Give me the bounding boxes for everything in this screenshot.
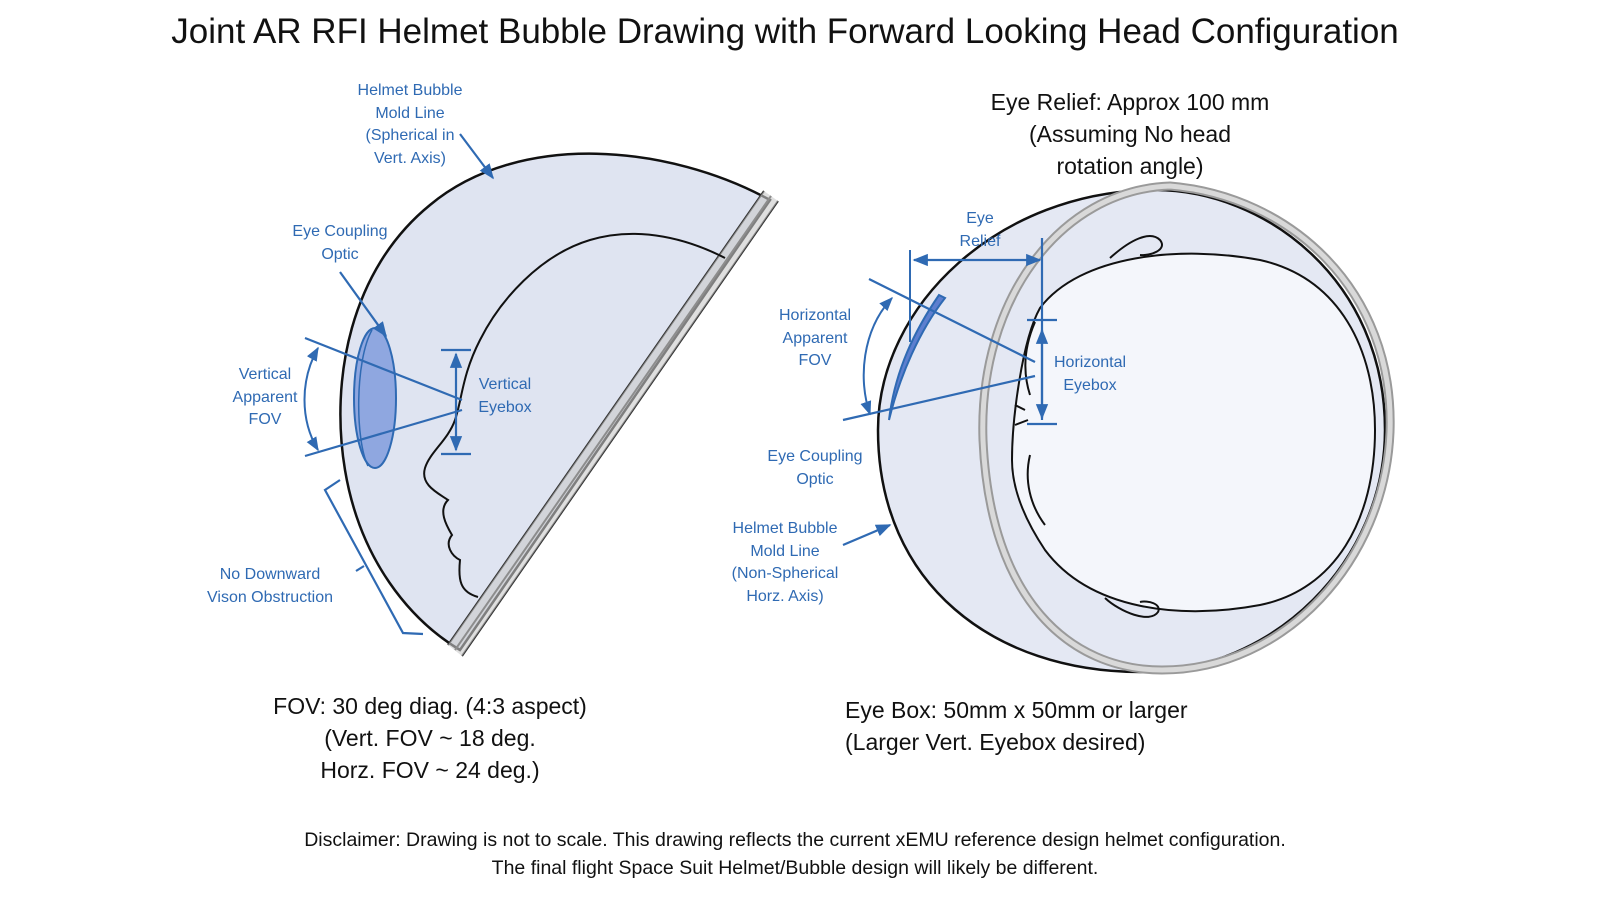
top-eye-coupling-label: Eye Coupling Optic — [767, 448, 863, 488]
top-view-drawing — [842, 181, 1395, 675]
top-eye-coupling-optic — [888, 293, 947, 421]
top-fov-ray-upper — [868, 278, 1036, 363]
page-title: Joint AR RFI Helmet Bubble Drawing with … — [171, 12, 1399, 51]
side-eye-coupling-label: Eye Coupling Optic — [292, 223, 388, 263]
top-eye-relief-dimension — [909, 250, 1042, 342]
top-eye-relief-label: Eye Relief — [959, 210, 1001, 250]
top-head-outline — [1010, 252, 1377, 613]
top-horizontal-eyebox-dimension — [1027, 238, 1057, 426]
side-view-drawing — [303, 133, 779, 657]
top-ear-lower — [1104, 597, 1160, 618]
fov-note: FOV: 30 deg diag. (4:3 aspect) (Vert. FO… — [273, 693, 587, 783]
top-ear-upper — [1109, 235, 1163, 259]
side-no-downward-label: No Downward Vison Obstruction — [207, 566, 333, 606]
eyebox-note: Eye Box: 50mm x 50mm or larger (Larger V… — [845, 697, 1188, 755]
side-vertical-eyebox-dimension — [441, 348, 471, 456]
top-mold-line-leader — [842, 523, 892, 547]
top-horizontal-fov-arc — [860, 296, 893, 416]
side-helmet-neck-ring — [447, 190, 779, 657]
disclaimer: Disclaimer: Drawing is not to scale. Thi… — [304, 829, 1286, 879]
top-mold-line-label: Helmet Bubble Mold Line (Non-Spherical H… — [731, 520, 839, 605]
side-vertical-eyebox-label: Vertical Eyebox — [478, 376, 532, 416]
side-eye-coupling-optic — [353, 327, 397, 469]
side-optic-leader — [339, 271, 387, 338]
side-vertical-fov-label: Vertical Apparent FOV — [232, 366, 298, 428]
top-horizontal-fov-label: Horizontal Apparent FOV — [778, 307, 852, 369]
side-head-profile — [423, 232, 726, 598]
eye-relief-heading: Eye Relief: Approx 100 mm (Assuming No h… — [990, 89, 1270, 179]
side-fov-ray-upper — [304, 336, 463, 402]
side-fov-ray-lower — [304, 408, 463, 458]
side-vertical-fov-arc — [303, 346, 319, 452]
top-horizontal-eyebox-label: Horizontal Eyebox — [1053, 354, 1127, 394]
side-no-downward-bracket — [323, 479, 424, 636]
side-mold-line-label: Helmet Bubble Mold Line (Spherical in Ve… — [357, 82, 463, 167]
side-mold-line-leader — [459, 133, 494, 180]
